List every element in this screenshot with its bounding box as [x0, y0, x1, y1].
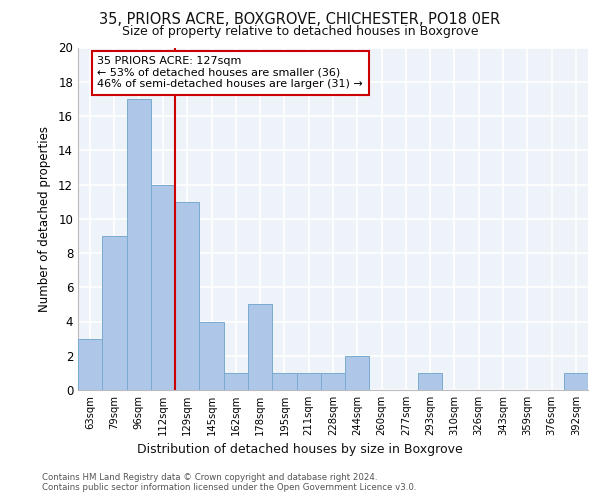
- Bar: [78, 338, 102, 390]
- Bar: [248, 304, 272, 390]
- Bar: [127, 99, 151, 390]
- Bar: [296, 373, 321, 390]
- Y-axis label: Number of detached properties: Number of detached properties: [38, 126, 51, 312]
- Bar: [102, 236, 127, 390]
- Text: 35, PRIORS ACRE, BOXGROVE, CHICHESTER, PO18 0ER: 35, PRIORS ACRE, BOXGROVE, CHICHESTER, P…: [100, 12, 500, 28]
- Text: Distribution of detached houses by size in Boxgrove: Distribution of detached houses by size …: [137, 442, 463, 456]
- Text: Size of property relative to detached houses in Boxgrove: Size of property relative to detached ho…: [122, 25, 478, 38]
- Bar: [272, 373, 296, 390]
- Text: 35 PRIORS ACRE: 127sqm
← 53% of detached houses are smaller (36)
46% of semi-det: 35 PRIORS ACRE: 127sqm ← 53% of detached…: [97, 56, 363, 90]
- Bar: [321, 373, 345, 390]
- Bar: [418, 373, 442, 390]
- Bar: [175, 202, 199, 390]
- Bar: [199, 322, 224, 390]
- Bar: [151, 184, 175, 390]
- Bar: [564, 373, 588, 390]
- Text: Contains HM Land Registry data © Crown copyright and database right 2024.: Contains HM Land Registry data © Crown c…: [42, 472, 377, 482]
- Bar: [224, 373, 248, 390]
- Bar: [345, 356, 370, 390]
- Text: Contains public sector information licensed under the Open Government Licence v3: Contains public sector information licen…: [42, 484, 416, 492]
